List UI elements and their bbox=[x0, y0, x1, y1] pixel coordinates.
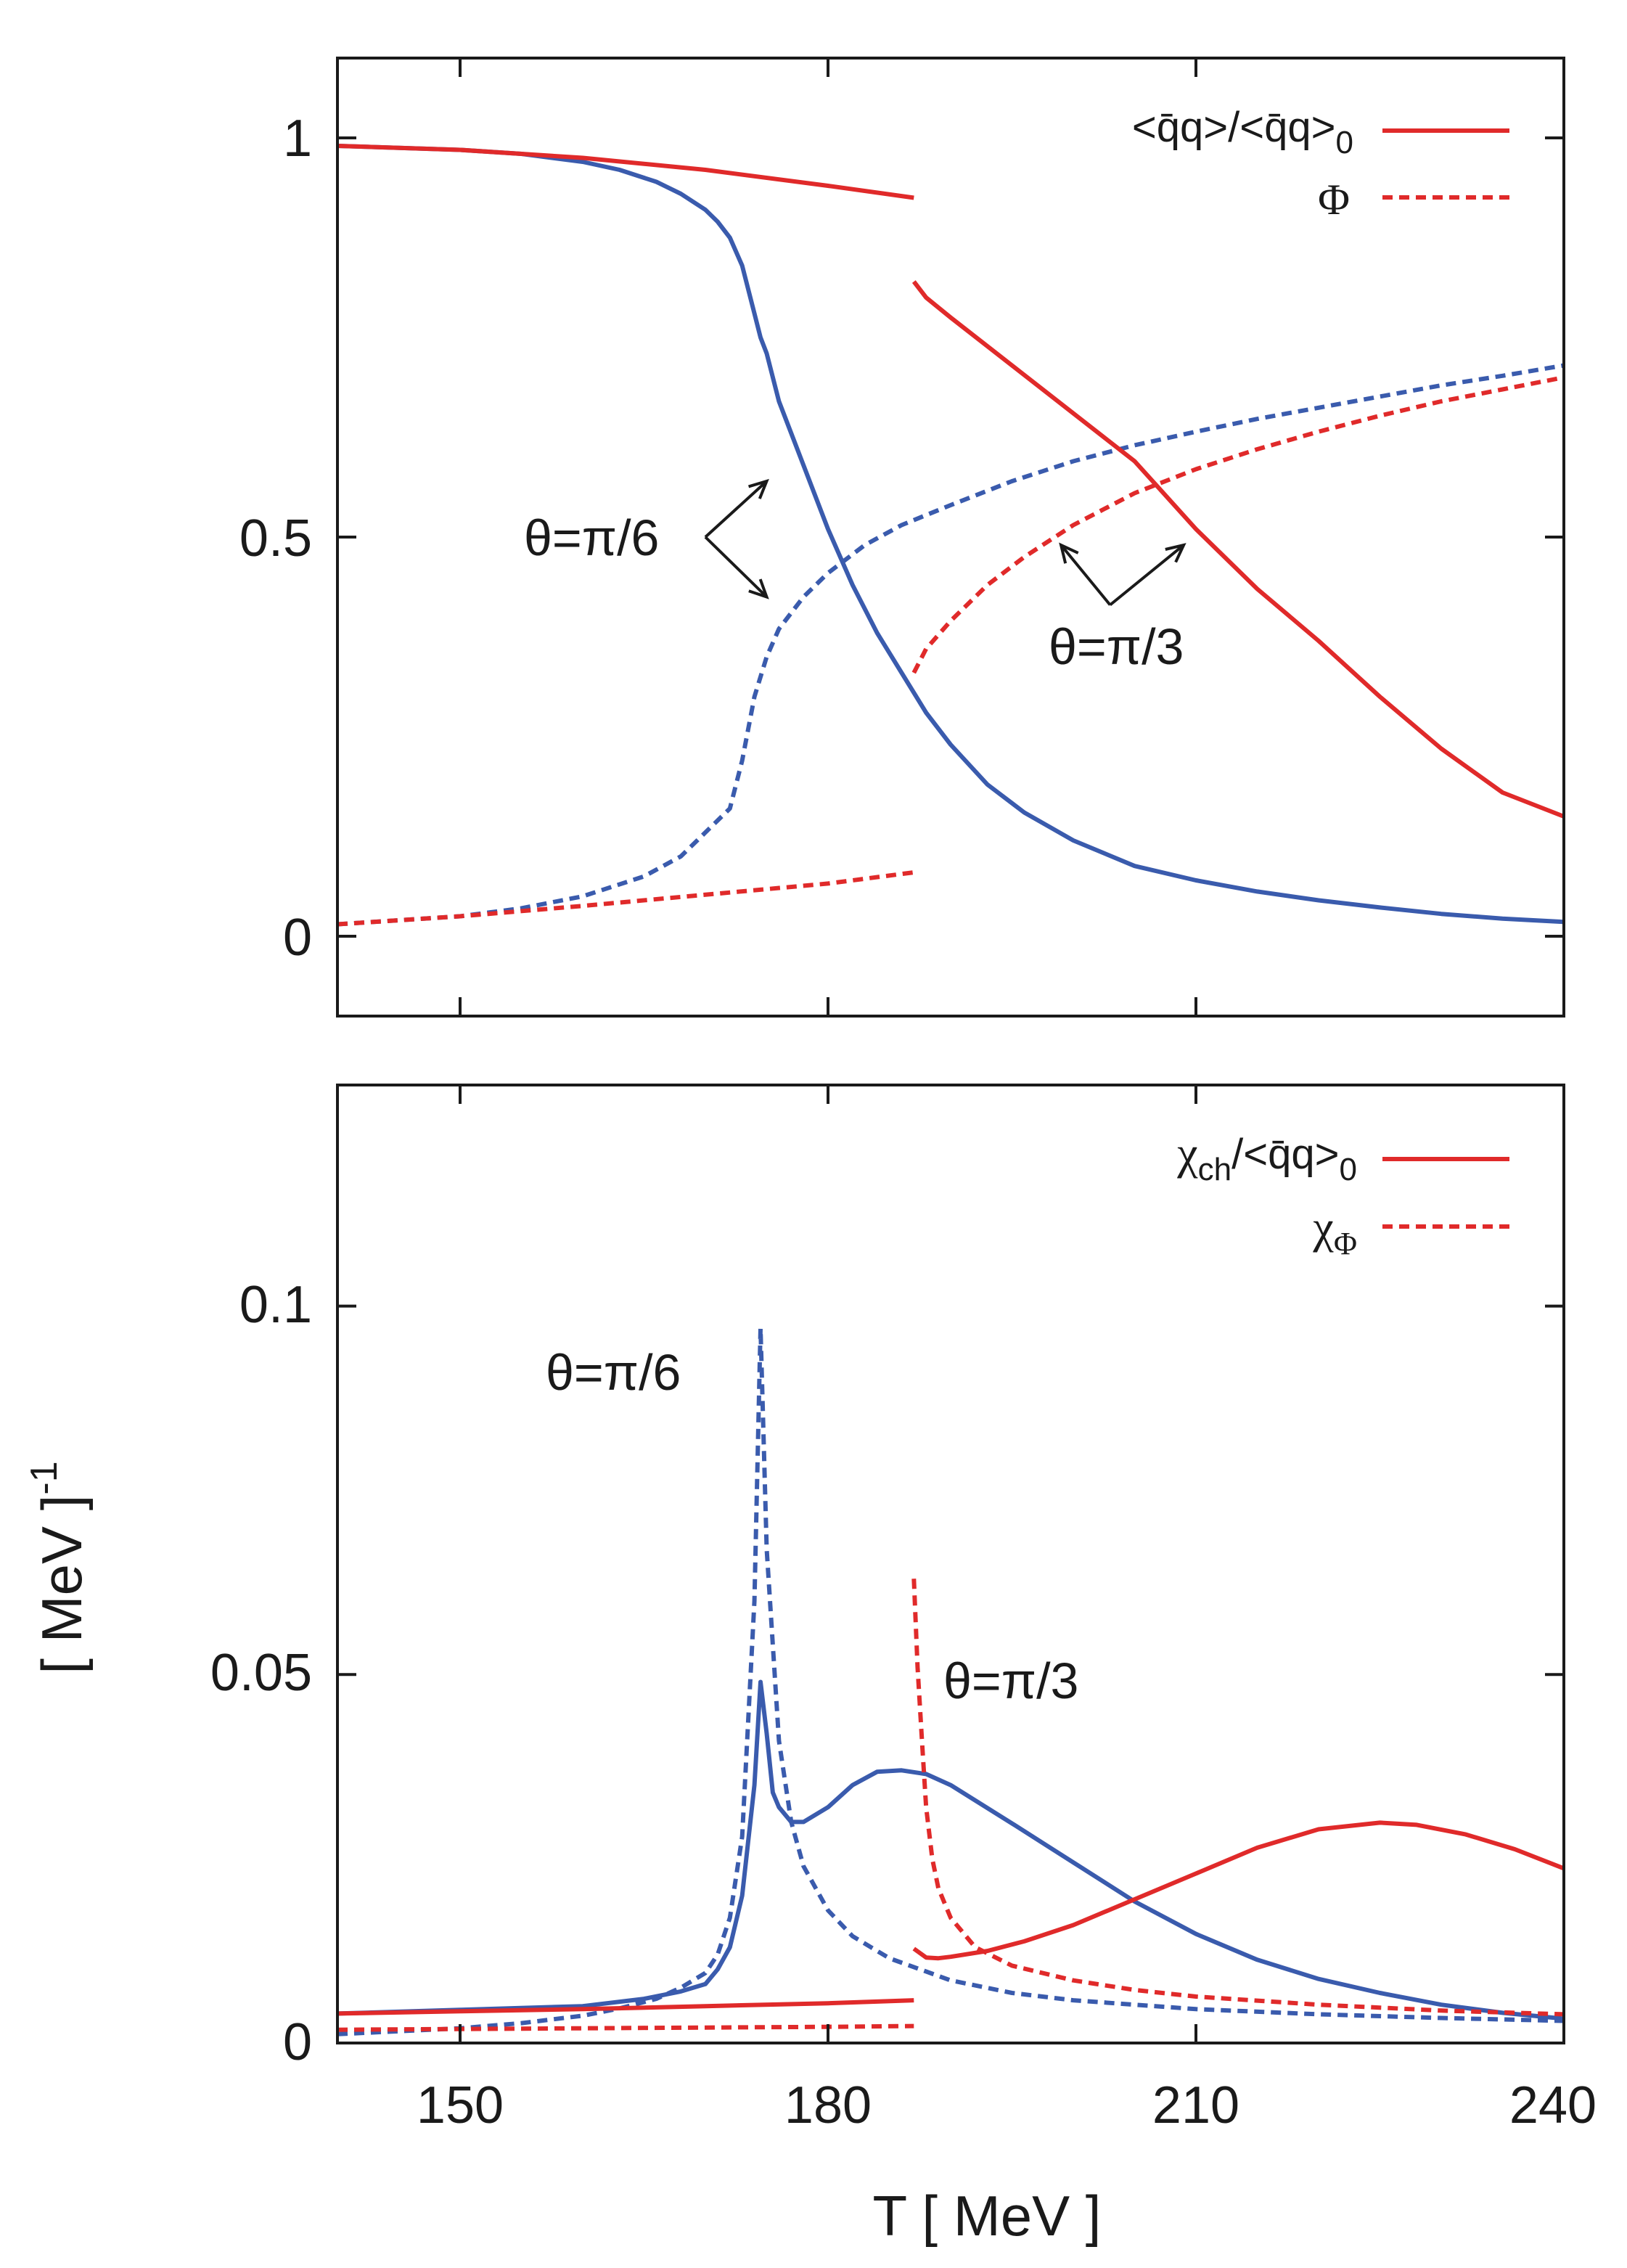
top-panel: 1 0.5 0 θ=π/6 θ=π/3 <q̄q>/<q̄q>0 Φ bbox=[239, 57, 1565, 1018]
legend-condensate-subscript: 0 bbox=[1336, 125, 1353, 160]
top-ytick-label: 0 bbox=[283, 909, 312, 967]
bottom-series-theta-pi3-dashed-segment-1 bbox=[337, 2023, 914, 2032]
top-series-theta-pi3-solid-segment-2 bbox=[911, 280, 1565, 819]
bottom-legend: χch/<q̄q>0 χΦ bbox=[1176, 1127, 1509, 1261]
bottom-plot-frame bbox=[336, 1084, 1565, 2044]
y-axis-exponent: -1 bbox=[23, 1461, 65, 1494]
top-series-theta-pi6-solid bbox=[337, 144, 1565, 925]
top-series-theta-pi3-dashed-segment-2 bbox=[911, 375, 1565, 674]
bottom-series-theta-pi3-solid-segment-1 bbox=[337, 1998, 914, 2016]
bottom-panel: 0.1 0.05 0 150 180 210 240 T [ MeV ] [ M… bbox=[23, 1084, 1597, 2248]
annotation-arrow-4 bbox=[1109, 543, 1187, 607]
legend-label-condensate: <q̄q>/<q̄q>0 bbox=[1132, 104, 1353, 160]
annotation-theta-pi6-bottom: θ=π/6 bbox=[546, 1344, 681, 1401]
legend-label-polyakov-loop: Φ bbox=[1318, 176, 1350, 224]
x-axis-label: T [ MeV ] bbox=[873, 2184, 1102, 2248]
legend-condensate-text: <q̄q>/<q̄q> bbox=[1132, 104, 1336, 151]
annotation-arrow-1 bbox=[704, 478, 769, 539]
top-series-theta-pi6-dashed bbox=[337, 363, 1565, 927]
top-ticks bbox=[337, 58, 1565, 1016]
y-axis-label-text: [ MeV ]-1 bbox=[23, 1461, 94, 1674]
bottom-series-theta-pi3-solid-segment-2 bbox=[912, 1820, 1565, 1961]
top-ytick-label: 0.5 bbox=[239, 509, 312, 568]
legend-chi-suffix: /<q̄q> bbox=[1231, 1131, 1339, 1178]
bottom-series-theta-pi3-dashed-segment-2 bbox=[911, 1579, 1565, 2017]
bottom-ytick-label: 0.1 bbox=[239, 1276, 312, 1334]
bottom-curves bbox=[337, 1326, 1565, 2036]
legend-label-chiral-susceptibility: χch/<q̄q>0 bbox=[1176, 1127, 1357, 1187]
bottom-series-theta-pi6-solid bbox=[337, 1679, 1565, 2021]
y-axis-unit: [ MeV ] bbox=[30, 1495, 94, 1674]
legend-chiphi-symbol: χ bbox=[1312, 1201, 1334, 1253]
top-ytick-label: 1 bbox=[283, 110, 312, 168]
annotation-theta-pi3-top: θ=π/3 bbox=[1049, 618, 1184, 675]
bottom-ytick-label: 0.05 bbox=[210, 1644, 312, 1702]
legend-chiphi-subscript: Φ bbox=[1334, 1226, 1357, 1261]
top-series-theta-pi3-solid-segment-1 bbox=[337, 144, 914, 200]
annotation-theta-pi3-bottom: θ=π/3 bbox=[943, 1653, 1078, 1709]
bottom-ytick-label: 0 bbox=[283, 2013, 312, 2071]
annotation-arrow-3 bbox=[1059, 542, 1112, 606]
y-axis-label: [ MeV ]-1 bbox=[23, 1461, 94, 1674]
bottom-ticks bbox=[337, 1085, 1565, 2044]
xtick-label: 180 bbox=[784, 2076, 872, 2134]
annotation-theta-pi6-top: θ=π/6 bbox=[524, 509, 659, 566]
legend-chi-symbol: χ bbox=[1176, 1127, 1198, 1179]
top-series-theta-pi3-dashed-segment-1 bbox=[337, 870, 914, 927]
legend-chi-suffix-subscript: 0 bbox=[1340, 1152, 1357, 1187]
xtick-label: 210 bbox=[1152, 2076, 1239, 2134]
xtick-label: 240 bbox=[1509, 2076, 1597, 2134]
xtick-label: 150 bbox=[417, 2076, 504, 2134]
top-curves bbox=[337, 144, 1565, 927]
legend-label-polyakov-susceptibility: χΦ bbox=[1312, 1201, 1357, 1261]
top-legend: <q̄q>/<q̄q>0 Φ bbox=[1132, 104, 1509, 224]
legend-chi-subscript: ch bbox=[1198, 1152, 1231, 1187]
annotation-arrow-2 bbox=[704, 536, 769, 599]
top-arrows bbox=[704, 478, 1187, 607]
